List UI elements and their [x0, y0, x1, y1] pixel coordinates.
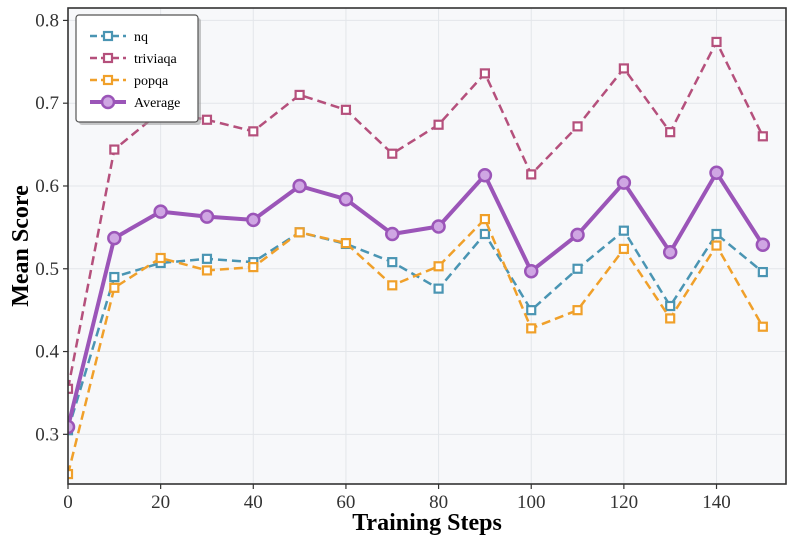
data-point-triviaqa [526, 169, 537, 180]
data-point-popqa [294, 227, 305, 238]
x-tick-label: 60 [336, 492, 355, 513]
series-line-popqa [68, 217, 764, 475]
legend-label-average: Average [134, 96, 180, 111]
data-point-triviaqa [68, 383, 74, 394]
x-tick-label: 40 [244, 492, 263, 513]
y-tick-label: 0.7 [35, 93, 59, 114]
data-point-average [523, 263, 539, 279]
data-point-average [616, 175, 632, 190]
data-point-average [338, 191, 354, 207]
data-point-nq [711, 228, 722, 240]
data-point-nq [479, 228, 491, 240]
legend-marker-nq [102, 30, 114, 42]
legend-marker-average [100, 94, 116, 110]
data-point-nq [433, 283, 444, 294]
legend-marker-popqa [102, 74, 114, 86]
data-point-popqa [155, 252, 166, 264]
data-point-average [431, 219, 446, 234]
data-point-nq [572, 263, 583, 274]
data-point-popqa [526, 323, 537, 334]
data-point-nq [618, 225, 629, 236]
plot-frame [67, 7, 787, 485]
x-tick-label: 20 [151, 492, 170, 513]
data-point-triviaqa [294, 89, 305, 101]
data-point-popqa [68, 468, 74, 480]
series-average [68, 165, 771, 435]
y-tick-label: 0.8 [35, 10, 59, 31]
data-point-popqa [665, 313, 676, 324]
grid [67, 8, 786, 484]
series-line-average [68, 170, 765, 428]
x-tick-label: 0 [63, 492, 73, 513]
data-point-popqa [479, 213, 491, 225]
data-point-average [107, 230, 122, 246]
y-tick-label: 0.3 [35, 424, 59, 445]
data-point-triviaqa [201, 114, 213, 125]
legend-label-popqa: popqa [134, 74, 169, 89]
data-point-average [570, 227, 585, 243]
data-point-average [662, 244, 678, 260]
legend-label-triviaqa: triviaqa [134, 52, 178, 67]
y-axis-title: Mean Score [8, 185, 34, 307]
data-point-average [292, 178, 307, 194]
data-point-popqa [387, 280, 398, 291]
y-tick-label: 0.6 [35, 176, 59, 197]
data-point-average [153, 204, 168, 219]
legend: nq triviaqa popqa Average [75, 14, 201, 125]
data-point-popqa [109, 282, 120, 293]
data-point-triviaqa [711, 36, 722, 48]
data-point-nq [665, 300, 676, 312]
data-point-popqa [572, 305, 583, 316]
data-point-average [246, 212, 261, 228]
data-point-nq [387, 257, 398, 268]
data-point-average [709, 165, 724, 180]
data-point-triviaqa [572, 121, 583, 132]
data-point-triviaqa [479, 68, 491, 79]
data-point-triviaqa [248, 126, 259, 137]
data-point-triviaqa [618, 63, 629, 74]
data-point-average [477, 167, 493, 183]
axes: 0 20 40 60 80 100 120 140 0.3 0.4 0.5 0.6 0.7 0.8 [35, 10, 731, 513]
data-point-popqa [201, 265, 213, 276]
data-point-nq [109, 271, 120, 283]
data-point-popqa [433, 261, 444, 272]
series-popqa [68, 213, 768, 480]
data-point-average [385, 226, 400, 242]
data-point-popqa [711, 240, 722, 251]
data-point-popqa [340, 238, 352, 249]
data-point-nq [526, 305, 537, 316]
data-point-average [755, 237, 771, 253]
data-point-triviaqa [757, 131, 768, 142]
data-point-triviaqa [340, 104, 352, 115]
data-point-nq [757, 266, 768, 278]
data-point-average [199, 209, 215, 224]
data-point-popqa [757, 321, 768, 332]
x-tick-label: 140 [702, 492, 731, 513]
x-tick-label: 120 [610, 492, 639, 513]
legend-marker-triviaqa [102, 52, 114, 64]
data-point-triviaqa [387, 148, 398, 159]
data-point-popqa [618, 243, 629, 254]
y-tick-label: 0.4 [35, 342, 59, 363]
data-point-popqa [248, 262, 259, 273]
legend-label-nq: nq [134, 30, 148, 45]
x-axis-title: Training Steps [352, 510, 502, 536]
x-tick-label: 100 [517, 492, 546, 513]
data-point-triviaqa [665, 127, 676, 138]
series-layer [68, 36, 771, 480]
x-tick-label: 80 [429, 492, 448, 513]
data-point-triviaqa [433, 119, 444, 130]
y-tick-label: 0.5 [35, 259, 59, 280]
data-point-nq [201, 253, 213, 264]
data-point-average [68, 419, 76, 435]
data-point-triviaqa [109, 144, 120, 155]
